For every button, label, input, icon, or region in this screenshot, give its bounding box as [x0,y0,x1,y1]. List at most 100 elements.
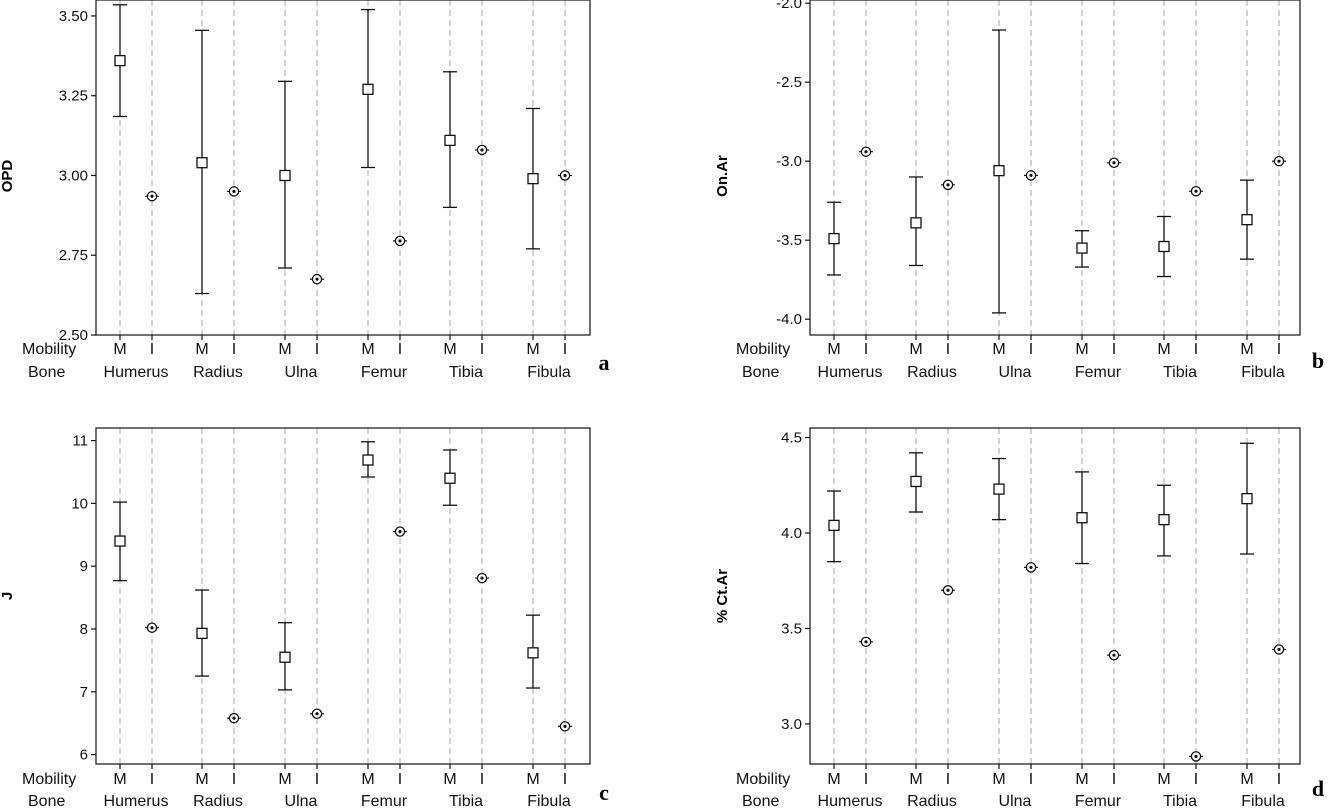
mobility-label-m: M [278,771,291,788]
mean-marker-mobile-radius [196,157,208,169]
mean-marker-mobile-humerus [828,519,840,532]
mobility-label-m: M [361,341,374,358]
mobility-label-m: M [909,341,922,358]
bone-label-fibula: Fibula [1241,364,1285,381]
bone-label-tibia: Tibia [449,364,483,381]
bone-label-ulna: Ulna [285,364,318,381]
y-tick-label: 3.25 [59,88,88,105]
mobility-label-i: I [1029,771,1033,788]
mean-marker-mobile-fibula [527,647,539,659]
mobility-label-m: M [1075,771,1088,788]
mobility-label-i: I [1112,341,1116,358]
mobility-label-i: I [864,341,868,358]
mean-marker-mobile-humerus [114,535,126,547]
bone-row-label: Bone [742,364,779,381]
mean-marker-dot [398,239,402,243]
mobility-label-i: I [563,341,567,358]
y-tick-label: -3.5 [776,232,802,249]
y-tick-label: 3.50 [59,8,88,25]
mobility-label-m: M [909,771,922,788]
mean-marker-mobile-ulna [279,169,291,182]
plot-frame [95,0,591,336]
bone-label-femur: Femur [361,793,408,808]
y-tick-label: 3.5 [781,620,802,637]
mobility-label-m: M [1240,341,1253,358]
mobility-label-m: M [827,341,840,358]
bone-label-radius: Radius [193,364,243,381]
mobility-label-m: M [443,771,456,788]
y-tick-label: 7 [80,684,88,701]
mobility-label-m: M [1157,771,1170,788]
mobility-label-i: I [315,341,319,358]
mean-marker-mobile-tibia [444,472,456,484]
mobility-label-i: I [398,771,402,788]
mean-marker-mobile-humerus [114,54,126,67]
bone-label-tibia: Tibia [449,793,483,808]
y-tick-label: 4.5 [781,430,802,447]
y-tick-label: 2.50 [59,327,88,344]
y-tick-label: 4.0 [781,525,802,542]
bone-label-radius: Radius [907,364,957,381]
bone-label-humerus: Humerus [818,793,883,808]
chart-panel-c: 6 7 8 9 10 11 J Mobility Bone M I Humerus M I Radius M I… [0,427,609,808]
mobility-label-i: I [480,771,484,788]
mobility-label-i: I [1194,771,1198,788]
panel-letter-c: c [599,780,609,805]
y-axis-title: OPD [0,160,16,193]
mean-marker-dot [563,173,567,178]
mobility-row-label: Mobility [736,341,790,358]
mobility-label-i: I [1194,341,1198,358]
mobility-label-i: I [1277,341,1281,358]
bone-label-humerus: Humerus [104,364,169,381]
mobility-label-i: I [398,341,402,358]
mean-marker-dot [150,194,154,198]
mean-marker-mobile-fibula [527,173,539,185]
mean-marker-dot [398,530,402,534]
mobility-label-i: I [150,771,154,788]
bone-label-fibula: Fibula [1241,793,1285,808]
bone-label-radius: Radius [193,793,243,808]
mean-marker-dot [1277,159,1281,163]
plot-frame [95,427,591,765]
mobility-label-m: M [1240,771,1253,788]
y-tick-label: -4.0 [776,311,802,328]
bone-label-femur: Femur [361,364,408,381]
bone-label-radius: Radius [907,793,957,808]
mean-marker-dot [480,148,484,152]
mobility-row-label: Mobility [22,341,76,358]
mean-marker-dot [1029,565,1033,569]
mean-marker-dot [1194,754,1198,758]
y-tick-label: 10 [71,495,88,512]
mean-marker-dot [864,640,868,644]
mobility-label-i: I [480,341,484,358]
mean-marker-dot [1194,189,1198,193]
bone-label-ulna: Ulna [999,793,1032,808]
panel-letter-b: b [1312,348,1324,373]
y-tick-label: -2.0 [776,0,802,12]
chart-panel-d: 3.0 3.5 4.0 4.5 % Ct.Ar Mobility Bone M I Humerus… [714,427,1324,808]
mean-marker-mobile-tibia [444,134,456,147]
bone-label-tibia: Tibia [1163,364,1197,381]
mean-marker-mobile-ulna [993,165,1005,177]
mobility-label-m: M [526,771,539,788]
mobility-label-i: I [1029,341,1033,358]
mean-marker-mobile-femur [362,454,374,466]
mobility-label-i: I [563,771,567,788]
mean-marker-mobile-radius [196,627,208,640]
mean-marker-mobile-tibia [1158,513,1170,526]
mean-marker-dot [1112,653,1116,657]
y-axis-title: On.Ar [714,155,731,197]
mean-marker-mobile-ulna [279,651,291,663]
mean-marker-mobile-humerus [828,232,840,245]
mobility-label-i: I [864,771,868,788]
mobility-label-m: M [278,341,291,358]
y-axis-title: % Ct.Ar [714,569,731,623]
y-tick-label: -3.0 [776,153,802,170]
mobility-label-m: M [1157,341,1170,358]
bone-label-ulna: Ulna [999,364,1032,381]
y-tick-label: 6 [80,747,88,764]
mean-marker-dot [1277,647,1281,652]
mean-marker-mobile-ulna [993,483,1005,495]
